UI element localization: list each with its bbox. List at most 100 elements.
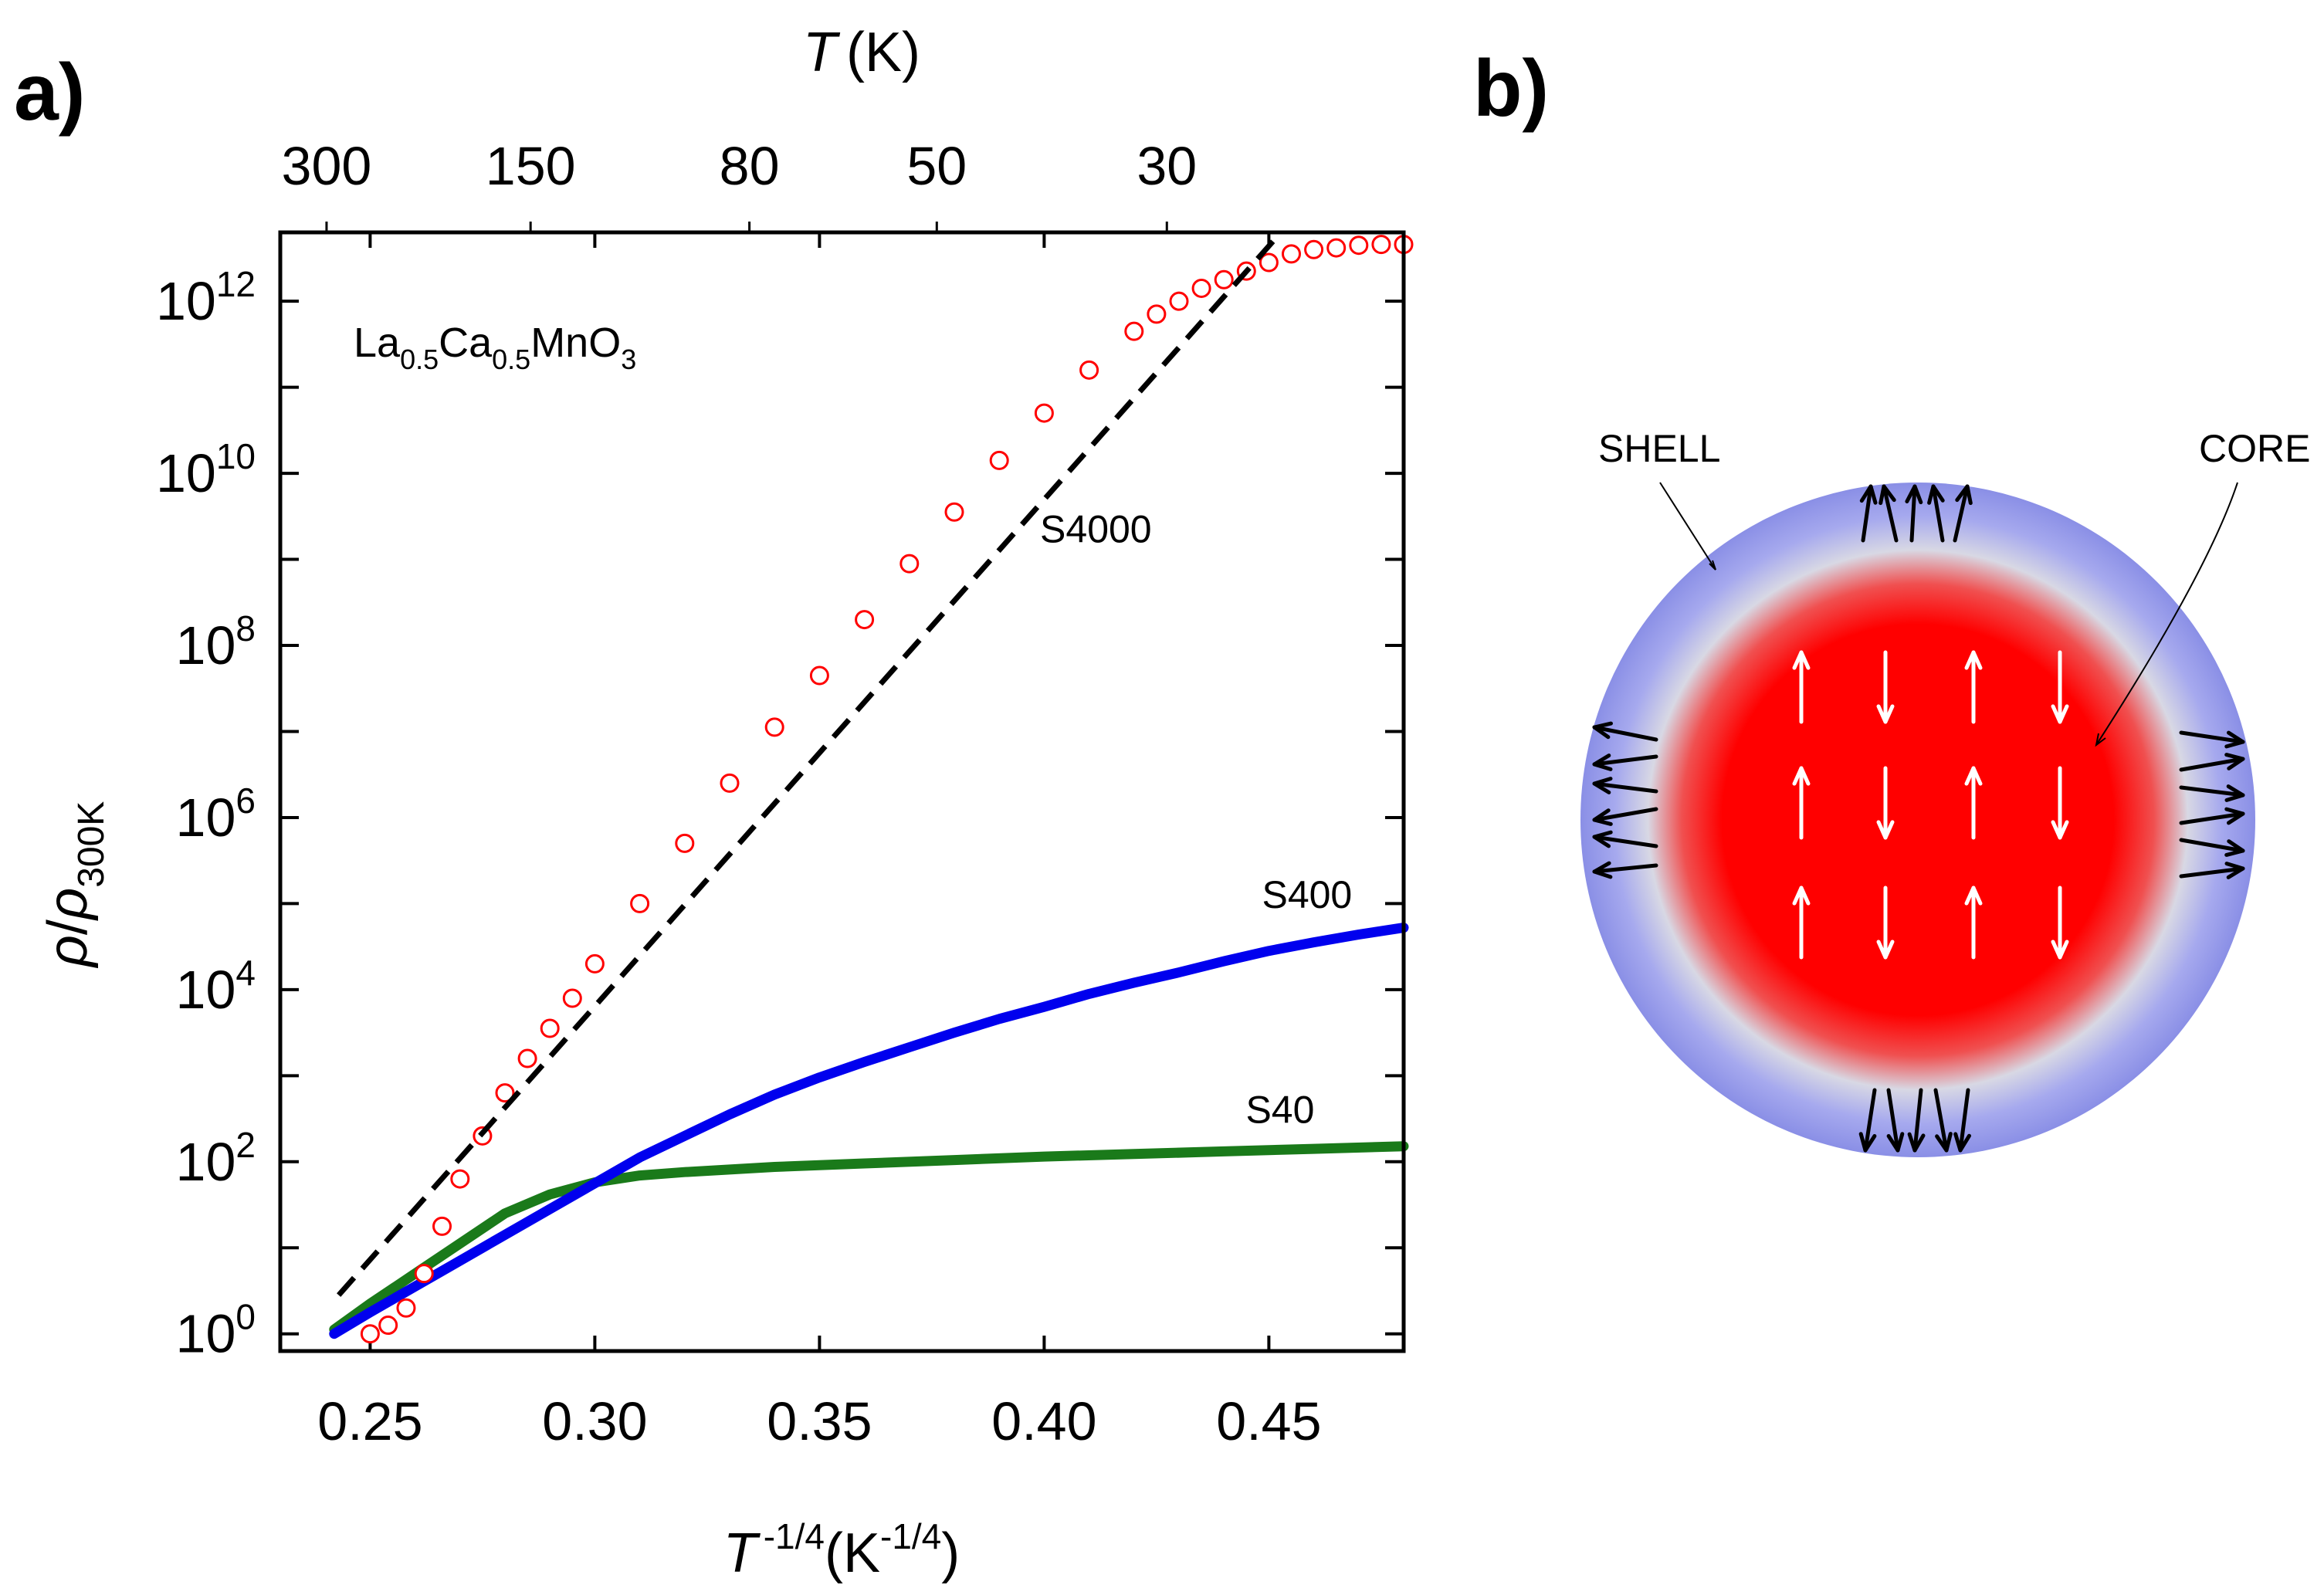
shell-arrow-bottom — [1907, 1088, 1926, 1153]
shell-label: SHELL — [1598, 427, 1720, 470]
core-label: CORE — [2199, 427, 2310, 470]
series-s4000-point — [1259, 252, 1279, 273]
core-arrow-up — [1964, 650, 1983, 724]
core-arrow-up-head — [1792, 766, 1811, 786]
shell-arrow-left-shaft — [1592, 725, 1658, 742]
series-s4000-point — [1147, 304, 1167, 324]
core-arrow-down — [1876, 766, 1895, 840]
shell-arrow-right-head — [2224, 753, 2245, 770]
series-s4000-point — [1034, 403, 1054, 423]
core-arrow-up-head — [1964, 886, 1983, 906]
shell-arrow-top-shaft — [1861, 484, 1873, 543]
series-s4000-point — [1191, 278, 1211, 298]
y-tick-label: 1010 — [156, 436, 256, 503]
x-tick-label: 0.30 — [542, 1391, 647, 1451]
shell-arrow-right — [2179, 838, 2245, 857]
series-s4000-point — [360, 1324, 380, 1344]
shell-arrow-top-head — [1955, 484, 1973, 506]
core-arrow-up-head — [1964, 650, 1983, 670]
core-arrow-up — [1792, 766, 1811, 840]
series-s4000-point — [720, 773, 740, 793]
shell-arrow-top-shaft — [1931, 484, 1945, 543]
core-arrow-down — [2051, 766, 2069, 840]
series-label-s400: S400 — [1262, 873, 1352, 916]
shell-arrow-right-shaft — [2179, 811, 2245, 825]
y-tick-label: 102 — [176, 1125, 256, 1192]
shell-arrow-left — [1592, 830, 1658, 848]
shell-arrow-bottom-shaft — [1863, 1088, 1877, 1153]
shell-arrow-left-head — [1592, 777, 1613, 794]
x-tick-label: 0.35 — [767, 1391, 872, 1451]
shell-arrow-right — [2179, 784, 2245, 802]
series-s4000-point — [1282, 244, 1301, 264]
series-s4000-point — [1326, 238, 1347, 258]
shell-arrow-right-shaft — [2179, 866, 2245, 879]
vrh-fit-line — [337, 239, 1275, 1297]
series-s4000-point — [1214, 269, 1234, 290]
plot-layer — [329, 235, 1414, 1344]
shell-arrow-right-head — [2224, 862, 2245, 879]
shell-arrow-bottom-shaft — [1933, 1088, 1949, 1153]
shell-arrow-bottom-shaft — [1958, 1088, 1970, 1153]
shell-arrow-bottom — [1858, 1088, 1877, 1153]
series-s4000-point — [396, 1298, 416, 1318]
series-s4000-point — [944, 502, 964, 522]
shell-arrow-bottom — [1933, 1088, 1953, 1153]
shell-spin-arrows — [1592, 484, 2245, 1153]
x-tick-label: 0.40 — [991, 1391, 1096, 1451]
core-arrow-down — [2051, 650, 2069, 724]
core-arrow-down-head — [1876, 704, 1895, 724]
x-tick-label: 0.25 — [317, 1391, 422, 1451]
shell-arrow-left — [1592, 807, 1658, 826]
series-s4000-point — [1169, 291, 1189, 311]
core-arrow-up — [1792, 886, 1811, 960]
shell-arrow-bottom-head — [1935, 1132, 1953, 1153]
shell-arrow-bottom-shaft — [1912, 1088, 1923, 1153]
series-s4000-point — [675, 833, 695, 853]
shell-arrow-bottom-head — [1858, 1132, 1877, 1153]
shell-arrow-top-shaft — [1953, 484, 1970, 543]
shell-arrow-right-head — [2224, 784, 2245, 802]
top-tick-label: 300 — [282, 136, 372, 196]
core-arrow-down — [1876, 886, 1895, 960]
shell-arrow-right-shaft — [2179, 730, 2245, 744]
shell-arrow-bottom — [1953, 1088, 1971, 1153]
shell-arrow-bottom — [1886, 1088, 1905, 1153]
shell-arrow-right — [2179, 730, 2245, 749]
series-s4000-point — [1124, 321, 1144, 341]
core-arrow-down-head — [1876, 820, 1895, 840]
shell-arrow-left-shaft — [1592, 835, 1658, 848]
top-tick-label: 50 — [906, 136, 967, 196]
shell-arrow-left-head — [1592, 753, 1613, 771]
core-arrow-up — [1964, 766, 1983, 840]
shell-arrow-top-shaft — [1882, 484, 1899, 543]
shell-arrow-right-head — [2224, 839, 2245, 857]
x-axis-title: T -1/4(K-1/4) — [723, 1516, 960, 1584]
core-arrow-down-head — [2051, 940, 2069, 960]
shell-arrow-top-head — [1859, 484, 1878, 505]
shell-arrow-top-head — [1879, 484, 1896, 506]
shell-arrow-left-head — [1592, 721, 1613, 740]
shell-arrow-right-head — [2224, 807, 2245, 825]
panel-a-label: a) — [14, 48, 85, 137]
shell-arrow-top — [1905, 484, 1923, 543]
series-s4000-point — [562, 988, 582, 1008]
top-axis-title: T (K) — [803, 22, 920, 83]
series-s4000-point — [1371, 235, 1391, 255]
shell-arrow-left — [1592, 721, 1658, 742]
core-arrow-down-head — [2051, 704, 2069, 724]
shell-arrow-top — [1953, 484, 1973, 543]
core-spin-arrows — [1792, 650, 2069, 960]
shell-arrow-left — [1592, 777, 1658, 794]
series-s4000-point — [855, 610, 875, 630]
series-s4000-point — [450, 1169, 470, 1189]
shell-arrow-left-head — [1592, 808, 1613, 826]
series-s40-line — [329, 1141, 1409, 1335]
y-tick-label: 108 — [176, 608, 256, 676]
series-s4000-point — [1349, 235, 1369, 256]
core-arrow-down-head — [1876, 940, 1895, 960]
x-tick-label: 0.45 — [1216, 1391, 1321, 1451]
shell-arrow-bottom-head — [1907, 1132, 1926, 1153]
ticks-layer: 0.25 0.30 0.35 0.40 0.45 300 150 80 50 30 100 102 10… — [156, 136, 1404, 1451]
